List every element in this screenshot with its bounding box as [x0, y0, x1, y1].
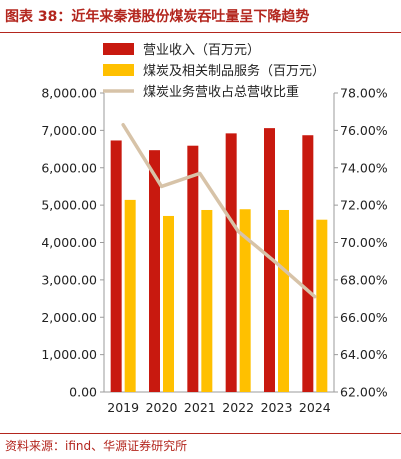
- line-coal-share: [121, 123, 317, 299]
- y-right-tick-label: 72.00%: [340, 198, 388, 213]
- y-right-tick-label: 74.00%: [340, 160, 388, 175]
- y-left-tick-label: 0.00: [69, 385, 97, 400]
- legend-label-coal-share: 煤炭业务营收占总营收比重: [143, 84, 299, 100]
- x-tick-label: 2022: [222, 400, 254, 415]
- x-tick-label: 2021: [184, 400, 216, 415]
- bar-revenue: [302, 135, 314, 392]
- y-right-tick-label: 76.00%: [340, 123, 388, 138]
- bar-coal-services: [201, 209, 213, 392]
- y-right-tick-label: 66.00%: [340, 310, 388, 325]
- source-note: 资料来源：ifind、华源证券研究所: [5, 439, 188, 453]
- x-tick-label: 2019: [107, 400, 139, 415]
- y-left-tick-label: 6,000.00: [41, 160, 97, 175]
- legend-label-coal-services: 煤炭及相关制品服务（百万元）: [143, 63, 325, 79]
- bar-revenue: [149, 150, 160, 392]
- y-left-tick-label: 3,000.00: [41, 272, 97, 287]
- y-right-tick-label: 64.00%: [340, 347, 388, 362]
- bar-coal-services: [163, 215, 174, 392]
- y-right-tick-label: 70.00%: [340, 235, 388, 250]
- bar-coal-services: [124, 199, 136, 392]
- legend-swatch-coal-services: [103, 64, 134, 76]
- x-tick-label: 2023: [261, 400, 293, 415]
- x-tick-label: 2020: [146, 400, 178, 415]
- bar-coal-services: [316, 219, 328, 392]
- title-divider: [0, 32, 401, 33]
- y-left-tick-label: 7,000.00: [41, 123, 97, 138]
- bar-revenue: [187, 145, 199, 392]
- x-tick-label: 2024: [299, 400, 331, 415]
- y-left-tick-label: 8,000.00: [41, 86, 97, 101]
- y-left-tick-label: 4,000.00: [41, 235, 97, 250]
- figure-title: 图表 38：近年来秦港股份煤炭吞吐量呈下降趋势: [5, 9, 310, 25]
- y-left-tick-label: 2,000.00: [41, 310, 97, 325]
- source-divider: [0, 433, 401, 434]
- bar-coal-services: [278, 209, 289, 392]
- legend-swatch-revenue: [103, 43, 134, 55]
- bar-revenue: [264, 128, 275, 392]
- bar-revenue: [110, 140, 122, 392]
- bar-coal-services: [239, 209, 251, 392]
- y-right-tick-label: 62.00%: [340, 385, 388, 400]
- y-left-tick-label: 5,000.00: [41, 198, 97, 213]
- legend-label-revenue: 营业收入（百万元）: [143, 43, 260, 58]
- y-right-tick-label: 68.00%: [340, 272, 388, 287]
- bar-revenue: [225, 133, 237, 393]
- y-left-tick-label: 1,000.00: [41, 347, 97, 362]
- y-right-tick-label: 78.00%: [340, 86, 388, 101]
